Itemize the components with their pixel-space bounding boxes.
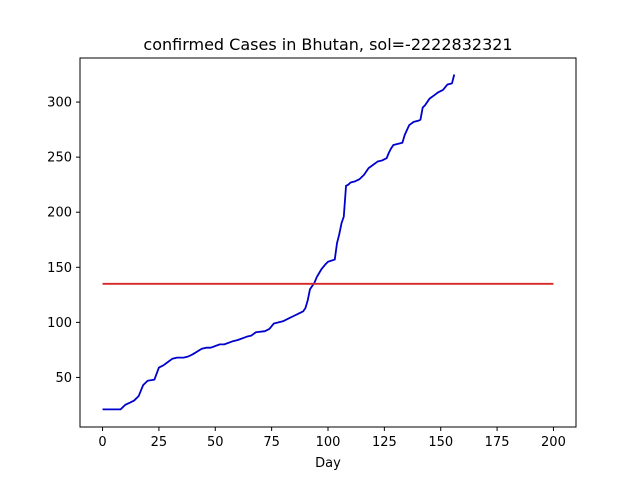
x-tick-label: 200 [541,435,566,450]
x-tick-label: 125 [372,435,397,450]
x-tick-label: 50 [207,435,224,450]
y-tick-label: 250 [47,151,72,166]
series-line-cases [102,74,456,411]
y-axis: 50 100 150 200 250 300 [47,96,80,386]
chart-title: confirmed Cases in Bhutan, sol=-22228323… [143,35,512,54]
y-tick-label: 200 [47,206,72,221]
x-tick-label: 100 [316,435,341,450]
plot-frame [79,57,577,428]
y-tick-label: 300 [47,96,72,111]
x-tick-label: 0 [98,435,106,450]
y-tick-label: 50 [55,371,72,386]
y-tick-label: 150 [47,261,72,276]
x-axis: 0 25 50 75 100 125 150 175 200 [98,427,566,450]
x-tick-label: 175 [485,435,510,450]
x-tick-label: 75 [263,435,280,450]
x-tick-label: 150 [428,435,453,450]
plot-area [102,74,554,411]
y-tick-label: 100 [47,316,72,331]
x-axis-label: Day [315,456,341,471]
x-tick-label: 25 [151,435,168,450]
